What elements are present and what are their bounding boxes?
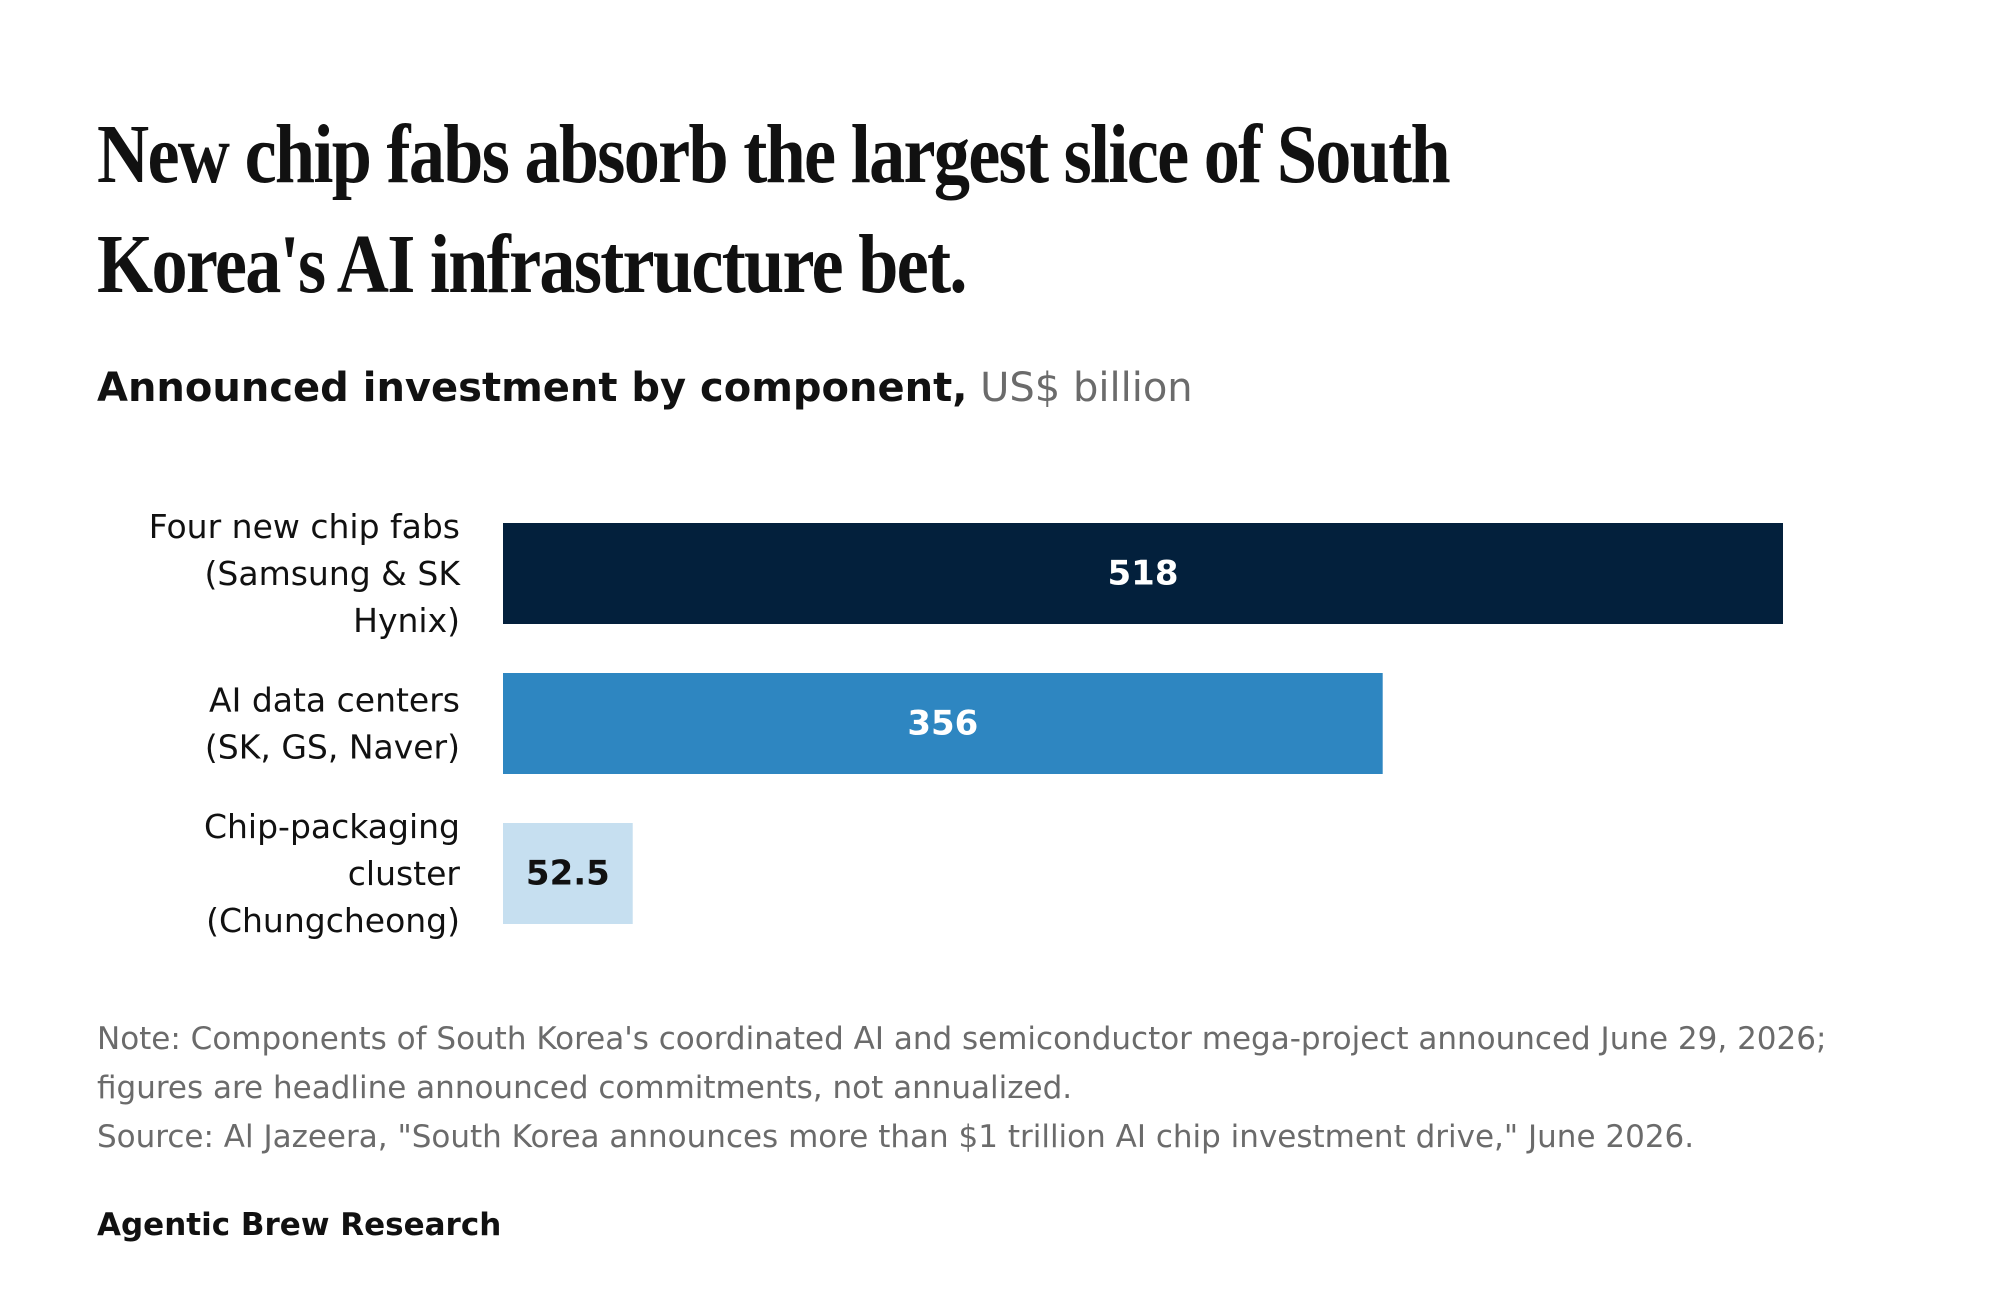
subtitle-text: Announced investment by component, bbox=[97, 365, 968, 411]
category-label-line: Chip-packaging bbox=[204, 807, 460, 846]
chart-subtitle: Announced investment by component, US$ b… bbox=[97, 360, 1193, 416]
bar-value-label-1: 518 bbox=[1108, 554, 1179, 594]
bar-value-label-2: 356 bbox=[907, 704, 978, 744]
category-label-line: Four new chip fabs bbox=[149, 507, 460, 546]
bar-3 bbox=[503, 823, 633, 924]
category-label-line: (Chungcheong) bbox=[206, 901, 460, 940]
category-label-2: AI data centers (SK, GS, Naver) bbox=[205, 681, 460, 767]
chart-title: New chip fabs absorb the largest slice o… bbox=[97, 108, 1451, 311]
category-label-line: Hynix) bbox=[353, 601, 460, 640]
chart-notes: Note: Components of South Korea's coordi… bbox=[97, 1015, 1917, 1162]
bar-1 bbox=[503, 523, 1783, 624]
brand-credit: Agentic Brew Research bbox=[97, 1207, 502, 1243]
note-text: Note: Components of South Korea's coordi… bbox=[97, 1021, 1827, 1106]
category-label-line: (SK, GS, Naver) bbox=[205, 728, 460, 767]
source-text: Source: Al Jazeera, "South Korea announc… bbox=[97, 1119, 1695, 1155]
category-label-line: cluster bbox=[348, 854, 461, 893]
category-label-1: Four new chip fabs (Samsung & SK Hynix) bbox=[149, 507, 462, 640]
bar-2 bbox=[503, 673, 1383, 774]
subtitle-unit: US$ billion bbox=[980, 365, 1193, 411]
bar-value-label-3: 52.5 bbox=[526, 854, 610, 894]
category-label-3: Chip-packaging cluster (Chungcheong) bbox=[204, 807, 460, 940]
bar-chart: 518 Four new chip fabs (Samsung & SK Hynix)… bbox=[149, 507, 1783, 940]
category-label-line: AI data centers bbox=[209, 681, 460, 720]
category-label-line: (Samsung & SK bbox=[205, 554, 462, 593]
